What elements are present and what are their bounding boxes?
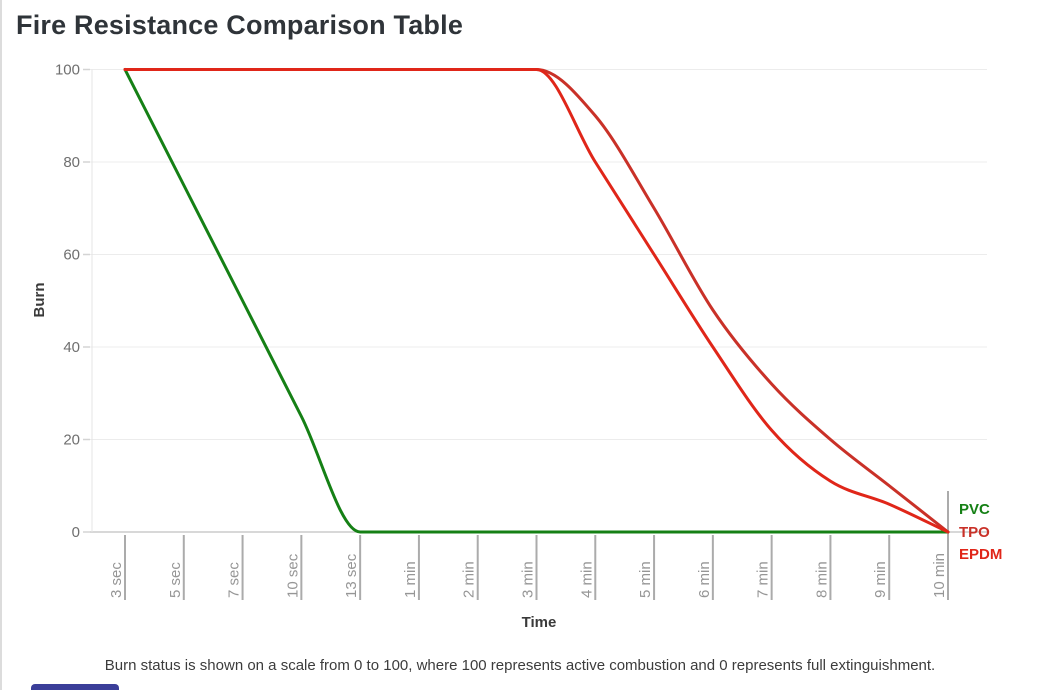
y-axis-title: Burn: [31, 283, 48, 318]
x-tick-label: 3 min: [520, 561, 537, 598]
x-tick-label: 13 sec: [343, 553, 360, 598]
y-tick-label: 80: [63, 154, 80, 171]
series-end-label-pvc: PVC: [959, 501, 990, 518]
partial-bottom-button[interactable]: [31, 684, 119, 690]
x-tick-label: 7 min: [755, 561, 772, 598]
x-tick-label: 10 sec: [284, 553, 301, 598]
x-tick-label: 9 min: [872, 561, 889, 598]
x-tick-label: 1 min: [402, 561, 419, 598]
y-tick-label: 100: [55, 62, 80, 79]
y-tick-label: 20: [63, 432, 80, 449]
y-tick-label: 60: [63, 247, 80, 264]
page-title: Fire Resistance Comparison Table: [16, 10, 464, 40]
x-tick-label: 2 min: [461, 561, 478, 598]
x-tick-label: 5 min: [637, 561, 654, 598]
x-tick-label: 10 min: [931, 553, 948, 598]
series-end-label-epdm: EPDM: [959, 546, 1002, 563]
x-tick-label: 6 min: [696, 561, 713, 598]
x-tick-label: 4 min: [578, 561, 595, 598]
x-tick-label: 7 sec: [226, 562, 243, 598]
x-tick-label: 3 sec: [108, 562, 125, 598]
series-line-epdm: [123, 68, 950, 534]
y-tick-label: 40: [63, 339, 80, 356]
x-axis-title: Time: [522, 614, 557, 631]
y-tick-label: 0: [72, 524, 80, 541]
series-line-tpo: [123, 68, 950, 534]
x-tick-label: 8 min: [813, 561, 830, 598]
chart-caption: Burn status is shown on a scale from 0 t…: [104, 657, 936, 674]
x-tick-label: 5 sec: [167, 562, 184, 598]
series-line-pvc: [123, 68, 950, 534]
series-end-label-tpo: TPO: [959, 524, 990, 541]
